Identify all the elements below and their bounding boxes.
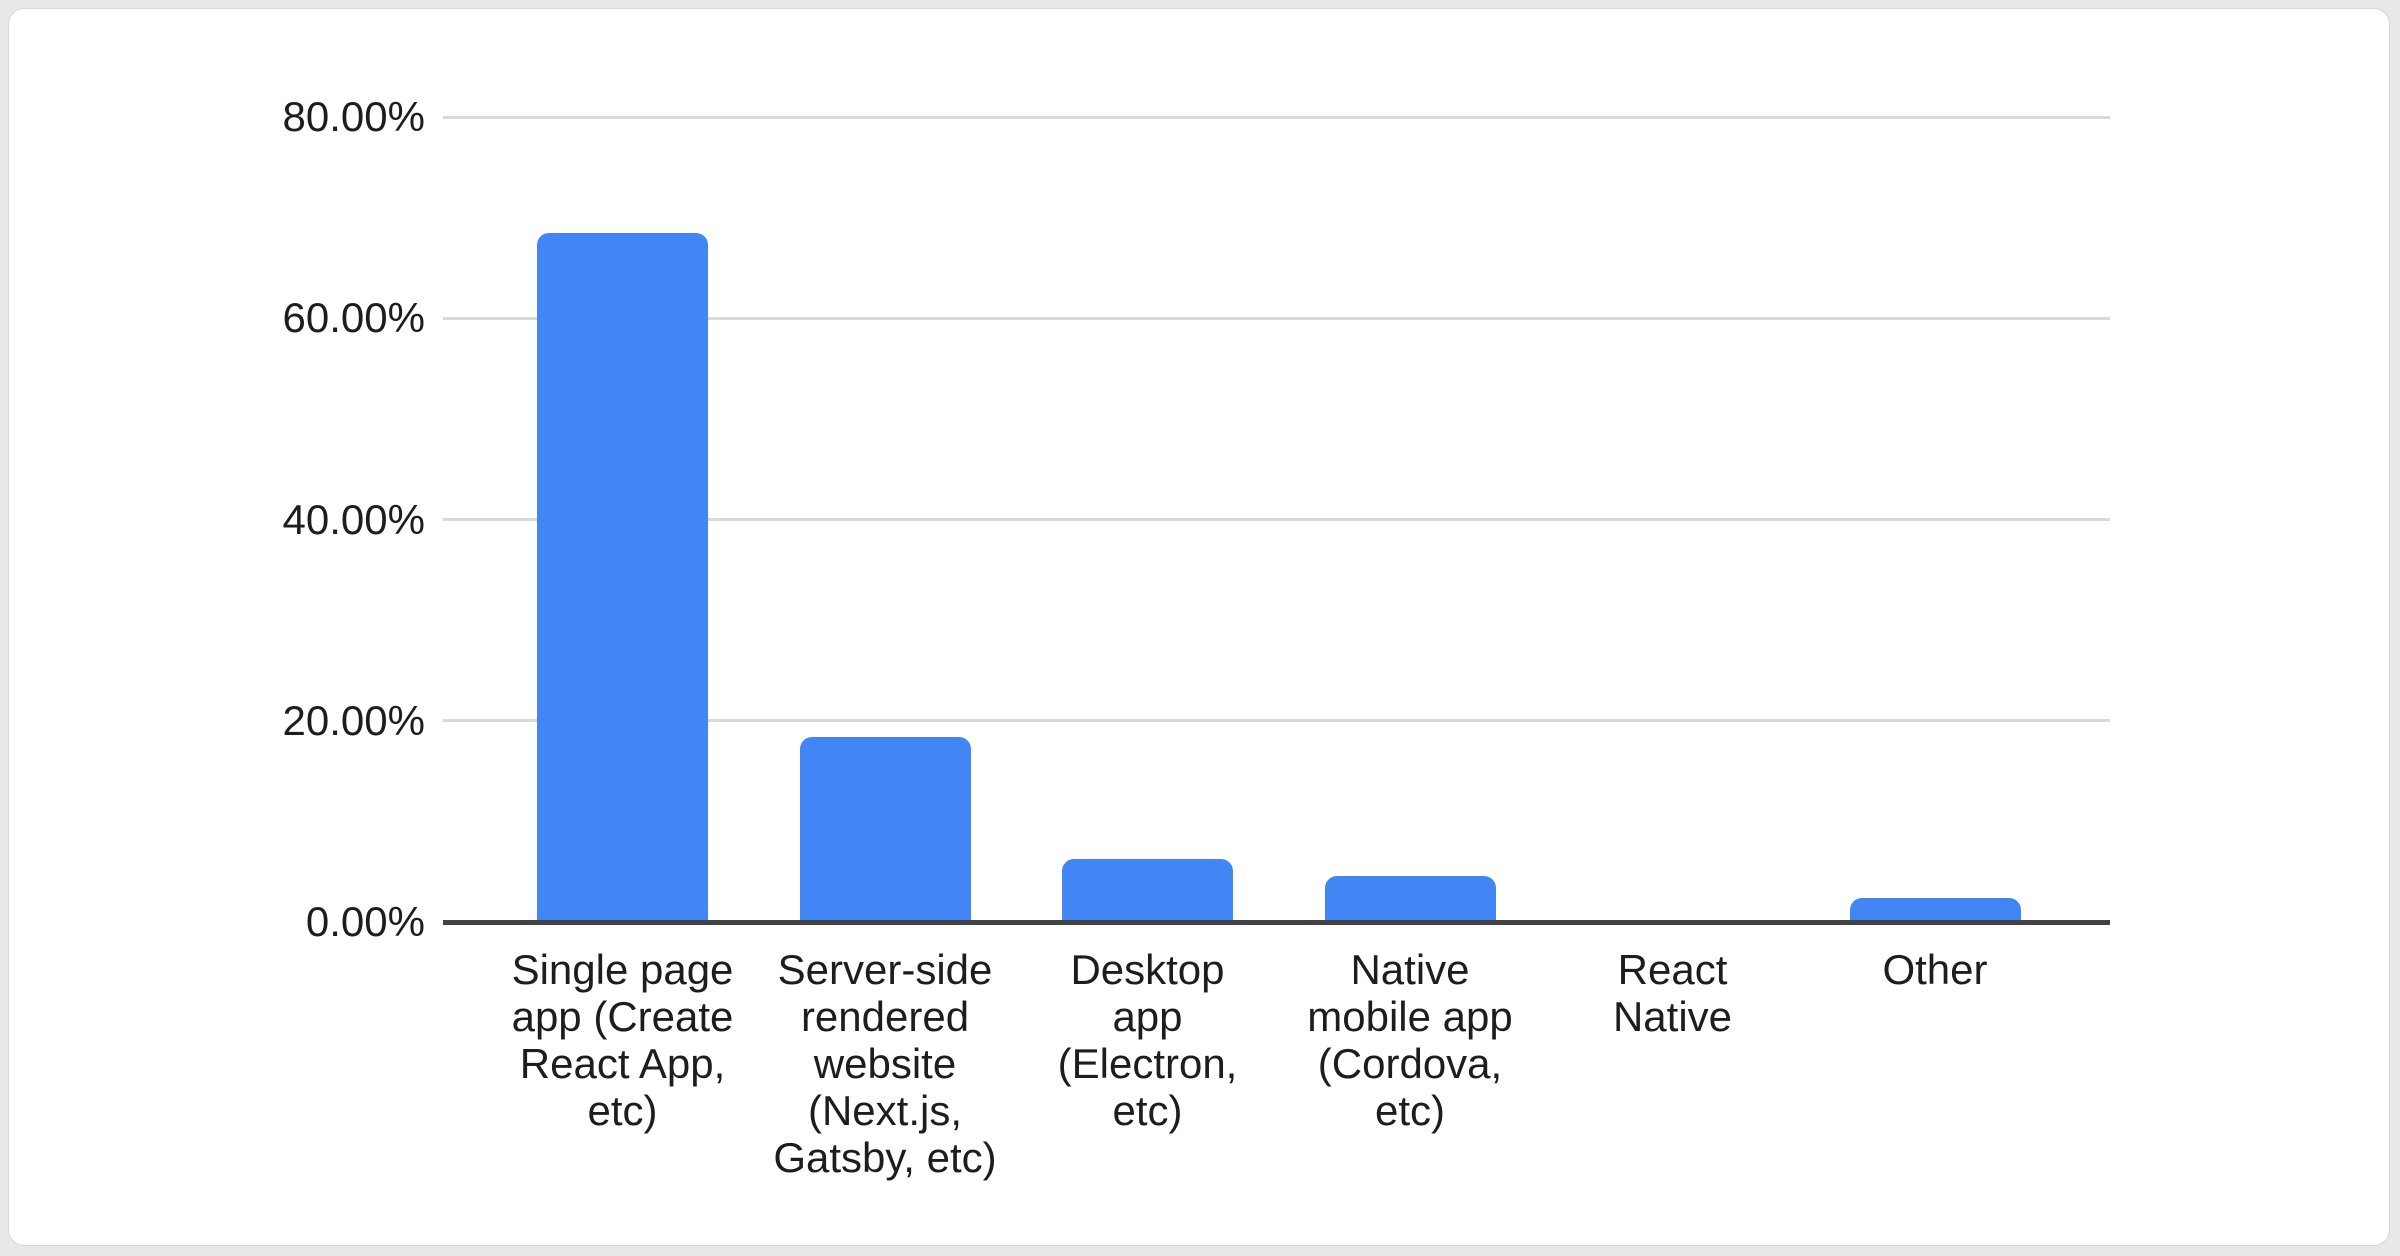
bar [1849,897,2021,922]
bar [1324,875,1496,922]
x-axis-category-label: Native mobile app (Cordova, etc) [1307,946,1513,1134]
x-axis-category-label: Desktop app (Electron, etc) [1057,946,1238,1134]
bar [1062,858,1233,922]
gridline-60 [443,316,2110,320]
y-axis-tick-label: 0.00% [305,898,425,945]
y-axis-tick-label: 80.00% [282,93,425,140]
chart-card [8,8,2390,1246]
x-axis-line [443,920,2110,925]
x-axis-category-label: Server-side rendered website (Next.js, G… [773,946,997,1181]
x-axis-category-label: Other [1882,946,1988,993]
y-axis-tick-label: 40.00% [282,495,425,543]
y-axis-tick-label: 20.00% [282,696,425,744]
x-axis-category-label: React Native [1612,946,1733,1040]
bar [537,232,708,922]
gridline-40 [443,518,2110,521]
bar [799,736,971,922]
y-axis-tick-label: 60.00% [282,294,425,342]
gridline-80 [443,115,2110,119]
x-axis-category-label: Single page app (Create React App, etc) [511,946,734,1134]
gridline-20 [443,719,2110,723]
